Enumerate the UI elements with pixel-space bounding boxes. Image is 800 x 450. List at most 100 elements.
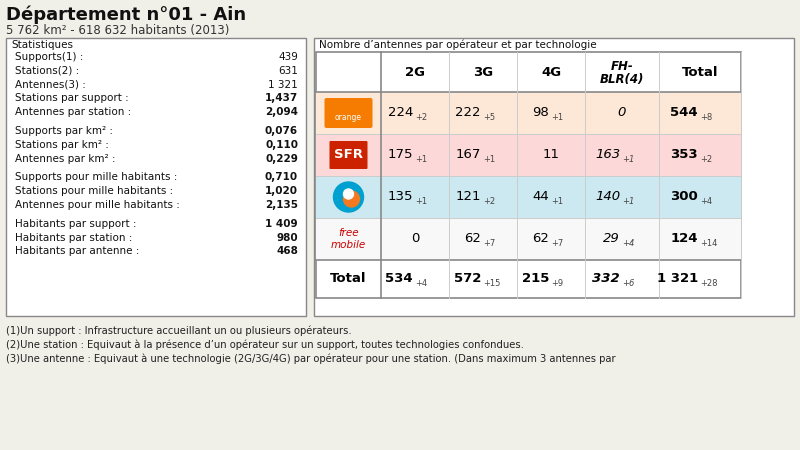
Text: 468: 468 xyxy=(276,247,298,256)
Text: 980: 980 xyxy=(276,233,298,243)
Text: +5: +5 xyxy=(483,113,495,122)
Text: Total: Total xyxy=(330,273,366,285)
Text: Statistiques: Statistiques xyxy=(11,40,73,50)
Text: 572: 572 xyxy=(454,273,481,285)
Text: +2: +2 xyxy=(415,113,427,122)
Text: 222: 222 xyxy=(455,107,481,120)
Text: 29: 29 xyxy=(603,233,620,246)
Text: Nombre d’antennes par opérateur et par technologie: Nombre d’antennes par opérateur et par t… xyxy=(319,40,597,50)
Text: Stations par support :: Stations par support : xyxy=(15,94,129,104)
Text: free
mobile: free mobile xyxy=(331,228,366,250)
Text: 135: 135 xyxy=(387,190,413,203)
Text: 0,110: 0,110 xyxy=(265,140,298,150)
Text: 121: 121 xyxy=(455,190,481,203)
FancyBboxPatch shape xyxy=(316,134,741,176)
Text: Stations par km² :: Stations par km² : xyxy=(15,140,109,150)
FancyBboxPatch shape xyxy=(316,52,741,298)
Text: +9: +9 xyxy=(551,279,563,288)
FancyBboxPatch shape xyxy=(314,38,794,316)
Text: Antennes(3) :: Antennes(3) : xyxy=(15,80,86,90)
Text: +28: +28 xyxy=(700,279,718,288)
Text: SFR: SFR xyxy=(334,148,363,162)
Text: 1,020: 1,020 xyxy=(265,186,298,196)
Text: 1 409: 1 409 xyxy=(266,219,298,229)
Text: 140: 140 xyxy=(595,190,620,203)
Text: 1 321: 1 321 xyxy=(268,80,298,90)
FancyBboxPatch shape xyxy=(6,38,306,316)
Text: (2)Une station : Equivaut à la présence d’un opérateur sur un support, toutes te: (2)Une station : Equivaut à la présence … xyxy=(6,340,524,351)
Text: 163: 163 xyxy=(595,148,620,162)
Circle shape xyxy=(343,191,359,207)
Text: 175: 175 xyxy=(387,148,413,162)
Text: 2G: 2G xyxy=(405,66,425,78)
Text: 2,094: 2,094 xyxy=(265,107,298,117)
FancyBboxPatch shape xyxy=(325,98,373,128)
FancyBboxPatch shape xyxy=(316,218,741,260)
Text: 224: 224 xyxy=(388,107,413,120)
Circle shape xyxy=(343,189,354,199)
Text: +1: +1 xyxy=(483,156,495,165)
Text: Habitants par antenne :: Habitants par antenne : xyxy=(15,247,139,256)
Text: +1: +1 xyxy=(415,198,427,207)
Text: +15: +15 xyxy=(483,279,500,288)
Text: Antennes par km² :: Antennes par km² : xyxy=(15,153,115,164)
Text: 0,710: 0,710 xyxy=(265,172,298,182)
FancyBboxPatch shape xyxy=(316,92,741,134)
Text: 62: 62 xyxy=(464,233,481,246)
Text: (3)Une antenne : Equivaut à une technologie (2G/3G/4G) par opérateur pour une st: (3)Une antenne : Equivaut à une technolo… xyxy=(6,354,616,365)
Text: 0: 0 xyxy=(618,107,626,120)
Text: +8: +8 xyxy=(700,113,712,122)
Text: Antennes par station :: Antennes par station : xyxy=(15,107,131,117)
Text: Département n°01 - Ain: Département n°01 - Ain xyxy=(6,6,246,24)
Text: +2: +2 xyxy=(483,198,495,207)
Text: +7: +7 xyxy=(483,239,495,248)
Text: 0,076: 0,076 xyxy=(265,126,298,136)
Text: 215: 215 xyxy=(522,273,549,285)
Text: 44: 44 xyxy=(532,190,549,203)
Text: 3G: 3G xyxy=(473,66,493,78)
Text: 98: 98 xyxy=(532,107,549,120)
Text: +4: +4 xyxy=(622,239,634,248)
Text: 167: 167 xyxy=(456,148,481,162)
Text: 0,229: 0,229 xyxy=(265,153,298,164)
Text: +2: +2 xyxy=(700,156,712,165)
Text: (1)Un support : Infrastructure accueillant un ou plusieurs opérateurs.: (1)Un support : Infrastructure accueilla… xyxy=(6,326,352,337)
Text: 439: 439 xyxy=(278,52,298,62)
Text: 2,135: 2,135 xyxy=(265,200,298,210)
Text: orange: orange xyxy=(335,112,362,122)
Text: 5 762 km² - 618 632 habitants (2013): 5 762 km² - 618 632 habitants (2013) xyxy=(6,24,230,37)
Text: Habitants par support :: Habitants par support : xyxy=(15,219,137,229)
Text: +4: +4 xyxy=(415,279,427,288)
Text: 544: 544 xyxy=(670,107,698,120)
Text: 1,437: 1,437 xyxy=(265,94,298,104)
Text: 11: 11 xyxy=(542,148,559,162)
Text: 1 321: 1 321 xyxy=(657,273,698,285)
Text: 353: 353 xyxy=(670,148,698,162)
Text: 62: 62 xyxy=(532,233,549,246)
Text: Antennes pour mille habitants :: Antennes pour mille habitants : xyxy=(15,200,180,210)
Text: Habitants par station :: Habitants par station : xyxy=(15,233,132,243)
Text: +1: +1 xyxy=(551,113,563,122)
Text: 124: 124 xyxy=(670,233,698,246)
FancyBboxPatch shape xyxy=(330,141,367,169)
FancyBboxPatch shape xyxy=(316,176,741,218)
Text: Supports par km² :: Supports par km² : xyxy=(15,126,113,136)
Text: +1: +1 xyxy=(551,198,563,207)
Text: 300: 300 xyxy=(670,190,698,203)
Text: 0: 0 xyxy=(411,233,419,246)
Text: Total: Total xyxy=(682,66,718,78)
Text: BLR(4): BLR(4) xyxy=(600,72,644,86)
Text: +1: +1 xyxy=(622,156,634,165)
Text: Supports(1) :: Supports(1) : xyxy=(15,52,83,62)
Circle shape xyxy=(334,182,363,212)
Text: 332: 332 xyxy=(592,273,620,285)
Text: Supports pour mille habitants :: Supports pour mille habitants : xyxy=(15,172,178,182)
Text: +4: +4 xyxy=(700,198,712,207)
Text: +1: +1 xyxy=(415,156,427,165)
Text: FH-: FH- xyxy=(610,60,634,73)
Text: 534: 534 xyxy=(386,273,413,285)
Text: Stations(2) :: Stations(2) : xyxy=(15,66,79,76)
Text: 631: 631 xyxy=(278,66,298,76)
Text: +1: +1 xyxy=(622,198,634,207)
Text: +14: +14 xyxy=(700,239,718,248)
